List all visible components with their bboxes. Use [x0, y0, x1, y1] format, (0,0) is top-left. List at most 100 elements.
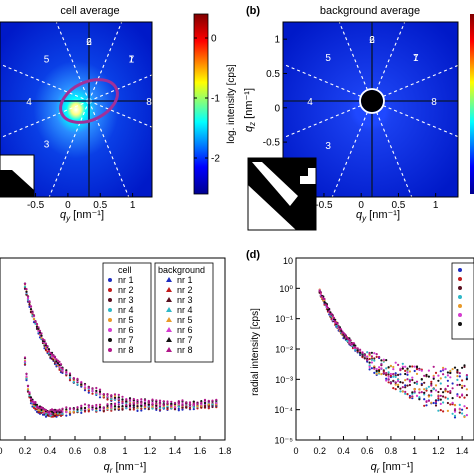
- data-point: [76, 410, 79, 413]
- data-point: [439, 382, 442, 385]
- data-point: [430, 384, 433, 387]
- data-point: [49, 414, 52, 417]
- data-point: [449, 403, 452, 406]
- data-point: [356, 347, 359, 350]
- data-point: [331, 314, 334, 318]
- data-point: [87, 408, 90, 411]
- data-point: [192, 402, 195, 405]
- data-point: [47, 411, 51, 414]
- legend-marker: [458, 304, 462, 308]
- x-tick-label: 0.5: [391, 200, 405, 211]
- data-point: [406, 367, 409, 370]
- data-point: [87, 389, 90, 392]
- data-point: [456, 393, 459, 396]
- data-point: [28, 303, 31, 306]
- panel-d-xlabel: qr [nm⁻¹]: [371, 461, 414, 474]
- data-point: [72, 380, 75, 384]
- sector-number-label: 6: [86, 37, 92, 48]
- data-point: [76, 383, 79, 386]
- data-point: [458, 383, 461, 386]
- data-point: [155, 402, 158, 405]
- data-point: [34, 401, 37, 404]
- data-point: [65, 406, 68, 409]
- sector-boundary-line: [283, 100, 373, 139]
- data-point: [401, 362, 404, 365]
- data-point: [458, 396, 461, 399]
- data-point: [65, 408, 68, 411]
- legend-marker: [166, 277, 172, 282]
- legend-d-partial: [451, 262, 474, 340]
- data-point: [349, 339, 352, 342]
- data-point: [434, 402, 438, 405]
- legend-entry-label: nr 6: [118, 325, 134, 335]
- data-point: [50, 353, 54, 356]
- data-point: [58, 408, 61, 411]
- data-point: [32, 402, 36, 405]
- data-point: [125, 398, 128, 401]
- data-point: [442, 366, 445, 369]
- panel-d-letter: (d): [246, 249, 260, 261]
- data-point: [26, 388, 30, 391]
- data-point: [68, 372, 72, 375]
- data-point: [387, 371, 390, 374]
- data-point: [382, 369, 385, 372]
- y-tick-label: 1: [274, 35, 280, 46]
- data-point: [451, 387, 454, 390]
- data-point: [408, 396, 411, 399]
- data-point: [415, 380, 419, 383]
- data-point: [446, 397, 449, 400]
- sector-number-label: 3: [325, 141, 331, 152]
- data-point: [370, 361, 373, 364]
- data-point: [430, 394, 433, 397]
- legend-marker: [458, 322, 462, 326]
- data-point: [26, 297, 30, 300]
- data-point: [442, 395, 445, 398]
- sector-boundary-line: [371, 100, 458, 138]
- sector-number-label: 1: [129, 55, 135, 66]
- legend-marker: [108, 328, 112, 332]
- data-point: [418, 368, 421, 371]
- legend-entry-label: nr 1: [118, 275, 134, 285]
- data-point: [147, 408, 150, 411]
- x-tick-label: 0: [293, 446, 298, 456]
- data-point: [147, 403, 150, 406]
- x-tick-label: 1: [122, 446, 127, 456]
- data-point: [117, 393, 120, 396]
- data-point: [463, 396, 466, 399]
- data-point: [173, 408, 177, 411]
- data-point: [155, 399, 158, 402]
- data-point: [356, 349, 359, 352]
- data-point: [29, 308, 33, 311]
- panel-b-sector-lines: [283, 22, 458, 197]
- data-point: [392, 375, 395, 378]
- data-point: [117, 403, 120, 406]
- data-point: [113, 396, 117, 399]
- data-point: [370, 358, 373, 361]
- data-point: [177, 409, 180, 412]
- panel-d-ylabel: radial intensity [cps]: [250, 308, 261, 396]
- data-point: [334, 320, 337, 323]
- data-point: [83, 383, 87, 386]
- data-point: [456, 378, 459, 381]
- sector-number-label: 4: [307, 97, 313, 108]
- data-point: [56, 414, 60, 417]
- data-point: [370, 351, 373, 354]
- data-point: [392, 387, 395, 390]
- data-point: [373, 367, 376, 370]
- x-tick-label: 0.6: [361, 446, 374, 456]
- data-point: [413, 381, 416, 384]
- colorbar: [193, 13, 209, 195]
- data-point: [373, 371, 376, 374]
- data-point: [385, 379, 388, 382]
- data-point: [83, 389, 87, 392]
- data-point: [458, 411, 461, 414]
- data-point: [140, 409, 143, 412]
- data-point: [368, 368, 371, 371]
- y-tick-label: 10: [283, 256, 293, 266]
- data-point: [147, 401, 150, 404]
- legend-entry-label: nr 5: [177, 315, 193, 325]
- data-point: [113, 402, 117, 405]
- x-tick-label: 1.6: [194, 446, 207, 456]
- sector-boundary-line: [88, 74, 152, 102]
- data-point: [427, 375, 430, 378]
